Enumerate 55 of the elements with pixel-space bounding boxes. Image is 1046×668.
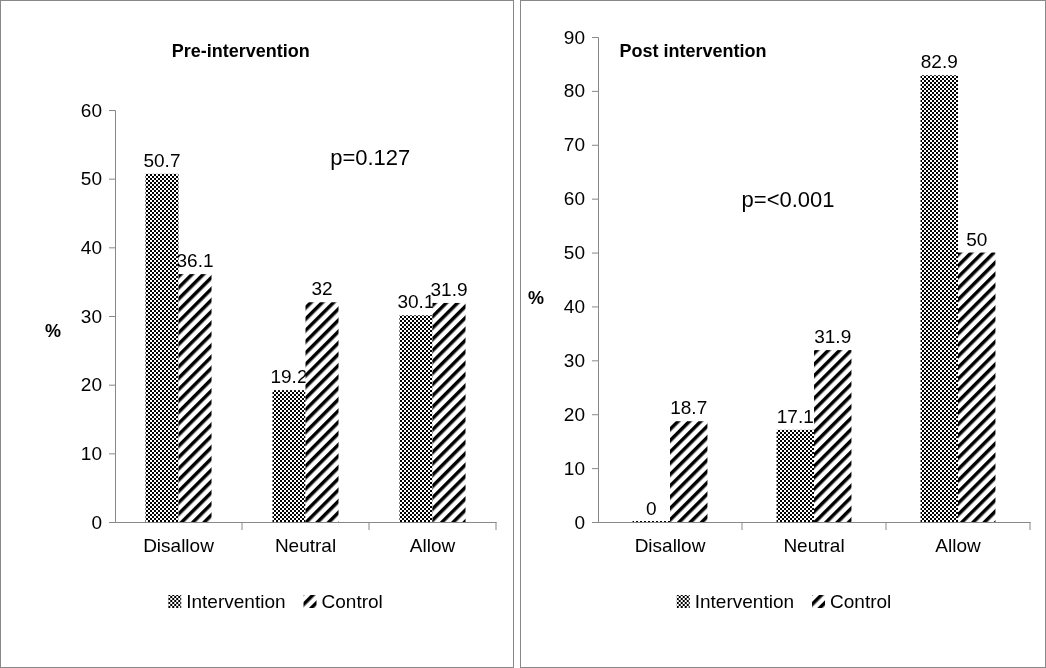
- y-tick-label: 70: [563, 134, 585, 156]
- data-label: 36.1: [176, 250, 214, 272]
- y-tick-label: 50: [80, 168, 102, 190]
- data-label: 82.9: [920, 51, 958, 73]
- bar: [920, 75, 958, 522]
- data-label: 32: [311, 278, 333, 300]
- bar: [670, 421, 708, 522]
- annotation: p=<0.001: [741, 187, 835, 212]
- y-axis-title: %: [527, 287, 545, 308]
- y-tick-label: 40: [80, 236, 102, 258]
- y-tick-label: 0: [574, 511, 585, 533]
- y-tick-label: 90: [563, 26, 585, 48]
- data-label: 50.7: [143, 149, 181, 171]
- y-tick-label: 60: [80, 99, 102, 121]
- legend-label: Control: [321, 591, 383, 612]
- y-axis-title: %: [44, 320, 62, 341]
- y-tick-label: 60: [563, 188, 585, 210]
- y-tick-label: 30: [80, 305, 102, 327]
- data-label: 31.9: [430, 278, 468, 300]
- data-label: 31.9: [814, 326, 852, 348]
- y-tick-label: 20: [80, 374, 102, 396]
- legend-label: Intervention: [694, 591, 795, 612]
- x-tick-label: Neutral: [274, 534, 337, 556]
- x-tick-label: Disallow: [634, 534, 706, 556]
- y-tick-label: 50: [563, 242, 585, 264]
- bar: [432, 302, 466, 522]
- x-tick-label: Neutral: [783, 534, 845, 556]
- y-tick-label: 40: [563, 296, 585, 318]
- x-tick-label: Allow: [935, 534, 981, 556]
- y-tick-label: 10: [80, 442, 102, 464]
- x-tick-label: Disallow: [143, 534, 215, 556]
- bar: [305, 302, 339, 522]
- y-tick-label: 10: [563, 457, 585, 479]
- data-label: 50: [966, 228, 988, 250]
- y-tick-label: 0: [91, 511, 102, 533]
- bar: [814, 350, 852, 522]
- chart-title: Post intervention: [619, 41, 767, 61]
- y-tick-label: 30: [563, 349, 585, 371]
- x-tick-label: Allow: [409, 534, 456, 556]
- bar: [958, 252, 996, 522]
- legend-label: Control: [830, 591, 892, 612]
- y-tick-label: 20: [563, 403, 585, 425]
- chart-title: Pre-intervention: [171, 41, 310, 61]
- bar: [272, 390, 306, 522]
- data-label: 19.2: [270, 366, 308, 388]
- bar: [399, 315, 433, 522]
- data-label: 0: [645, 498, 657, 519]
- data-label: 18.7: [670, 397, 708, 419]
- y-tick-label: 80: [563, 80, 585, 102]
- annotation: p=0.127: [330, 145, 411, 170]
- legend-label: Intervention: [186, 591, 286, 612]
- bar: [145, 173, 179, 522]
- bar: [776, 429, 814, 522]
- data-label: 17.1: [776, 405, 814, 427]
- bar: [178, 274, 212, 522]
